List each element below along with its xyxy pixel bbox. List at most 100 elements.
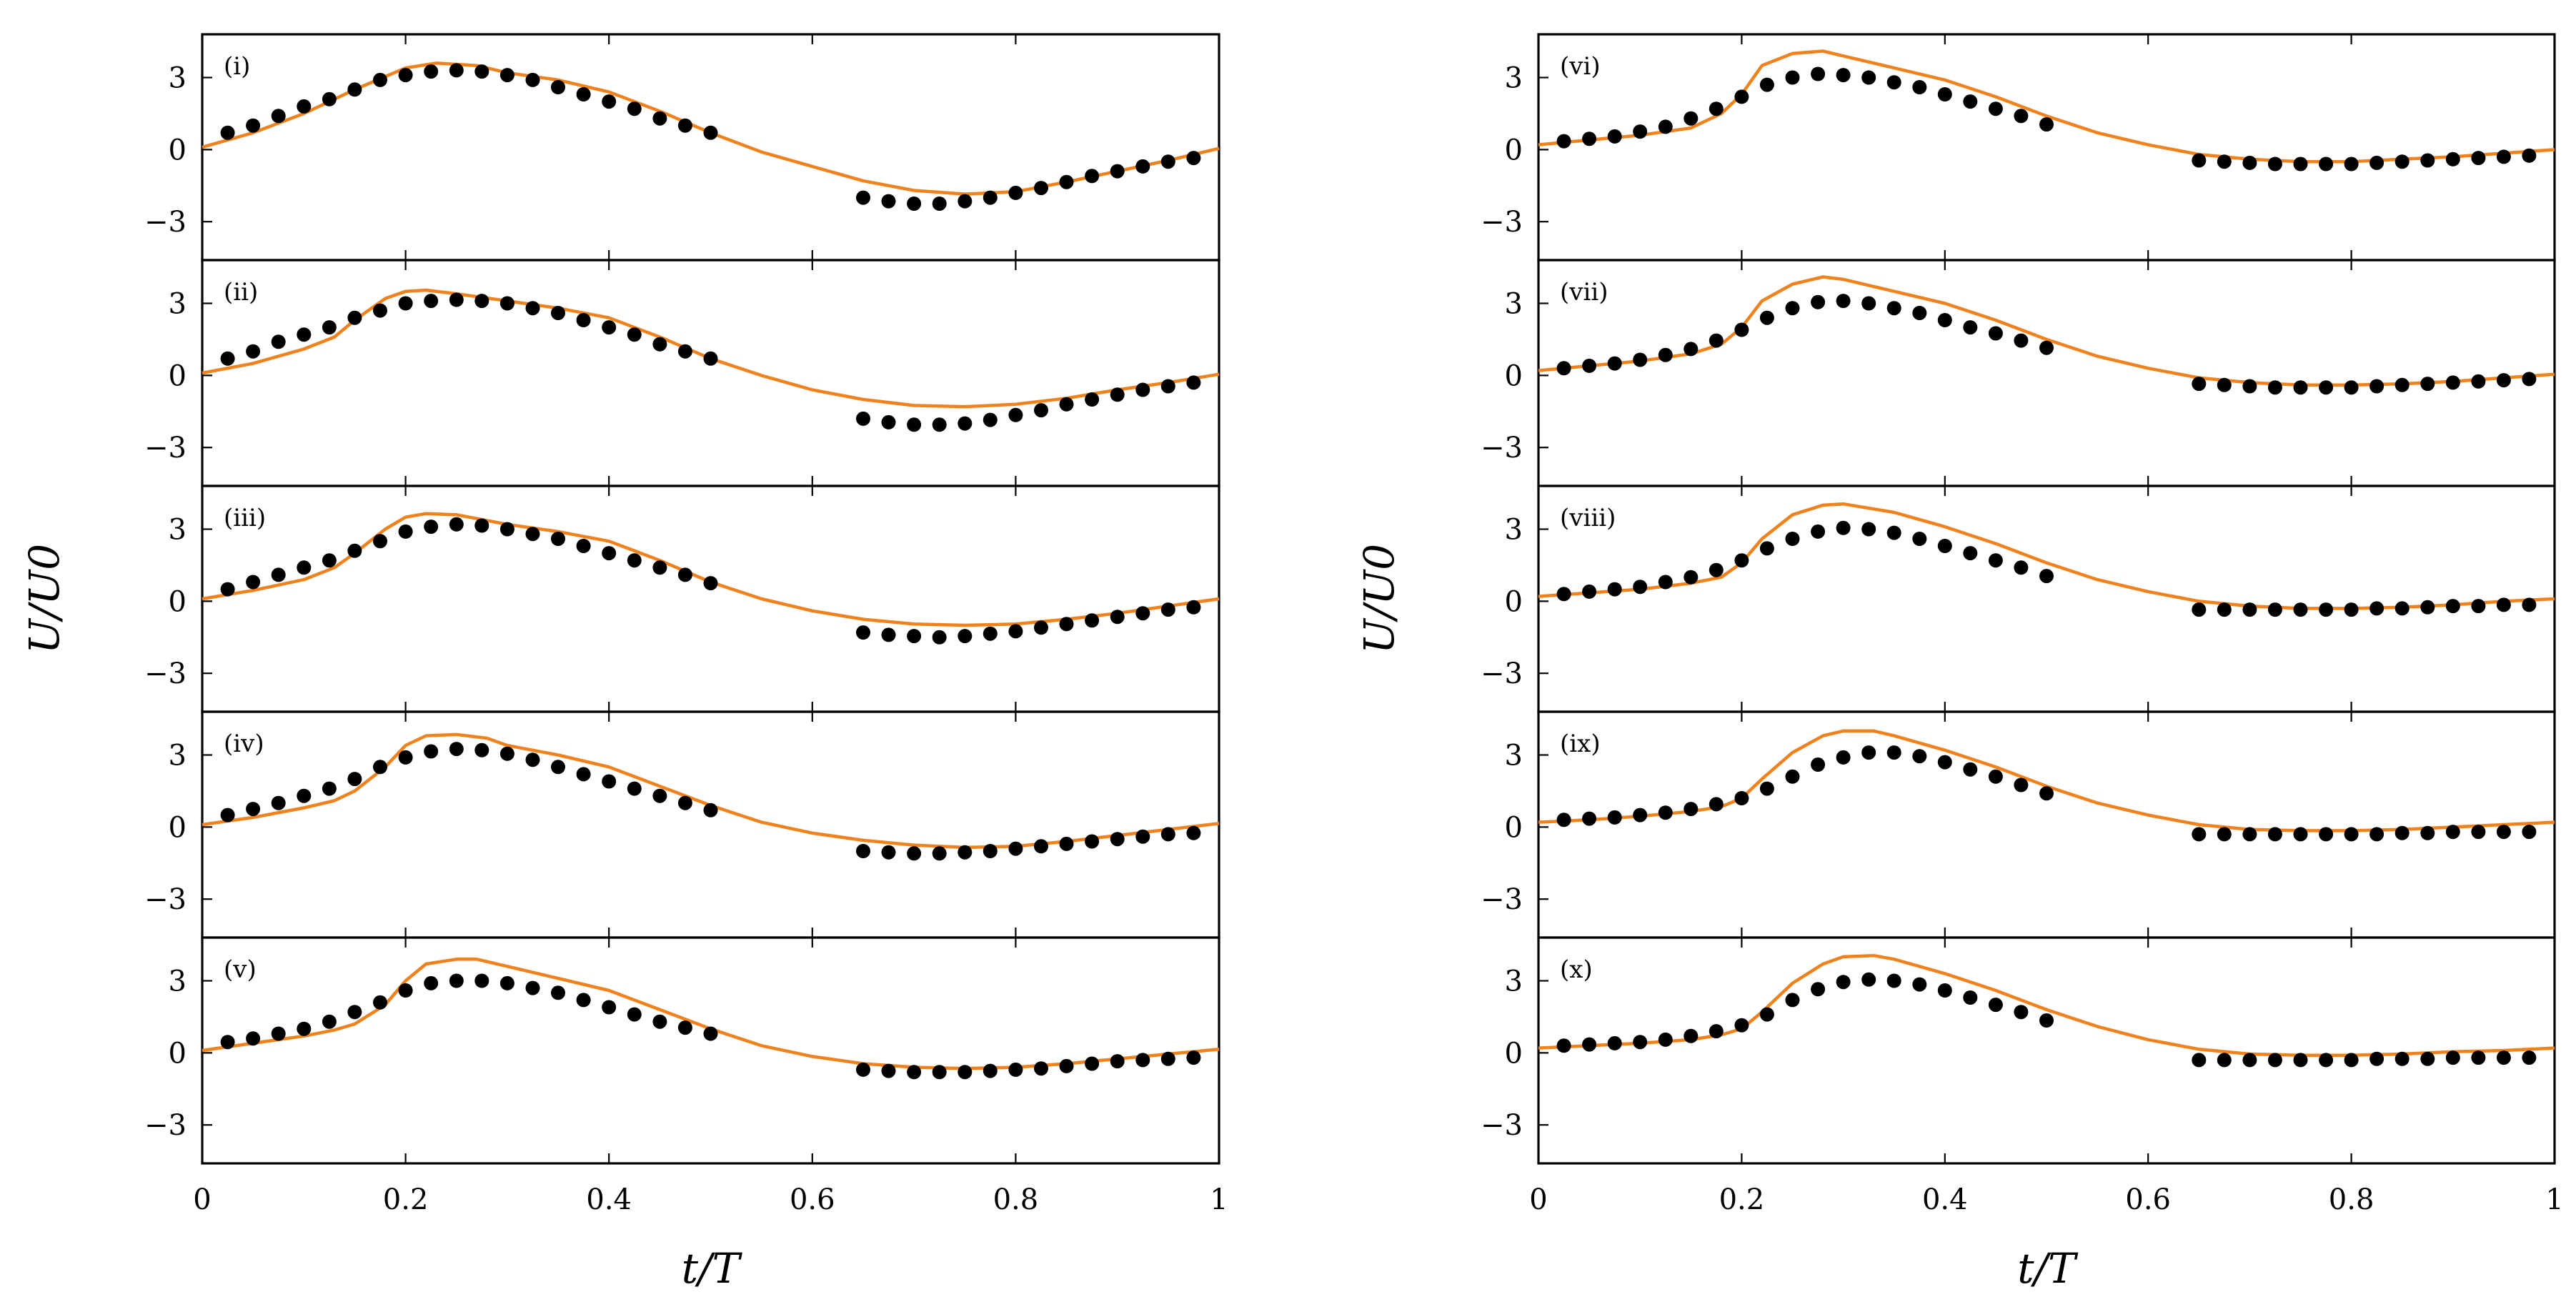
model-series-line [202,288,1220,409]
y-tick-label: 0 [1505,359,1523,392]
y-tick-label: 3 [1505,965,1523,998]
measured-point [246,1031,261,1046]
measured-point [1937,313,1952,327]
measured-point [246,344,261,359]
x-axis-label: t/T [2017,1244,2079,1293]
measured-point [677,1020,692,1035]
measured-point [652,560,667,575]
measured-point [2319,380,2334,395]
measured-point [347,772,362,787]
measured-point [1963,94,1978,109]
measured-point [1186,1050,1201,1065]
measured-point [1709,1024,1724,1039]
measured-point [1633,580,1648,595]
measured-point [474,294,489,309]
measured-point [2496,1050,2511,1065]
measured-point [1008,1062,1023,1077]
y-axis-label: U/U0 [20,544,69,654]
measured-point [1811,757,1826,772]
measured-point [907,1065,922,1080]
measured-point [220,1035,235,1050]
measured-point [703,576,718,591]
measured-point [551,306,565,320]
measured-point [1135,1053,1150,1068]
measured-point [1811,294,1826,309]
y-tick-label: 0 [169,134,187,167]
measured-point [1110,164,1125,179]
measured-point [907,629,922,644]
measured-point [2445,599,2460,614]
measured-point [2039,340,2054,355]
measured-point [551,985,565,1000]
measured-point [2039,117,2054,132]
measured-point [551,80,565,94]
measured-point [703,1026,718,1041]
measured-point [1658,119,1673,134]
y-tick-label: 0 [1505,1037,1523,1070]
measured-point [525,301,540,316]
measured-point [1582,131,1597,146]
measured-point [1110,387,1125,402]
panel-frame [1537,710,2556,939]
measured-point [2471,151,2486,166]
measured-point [576,767,591,782]
measured-point [2319,1053,2334,1068]
measured-point [2369,1051,2384,1066]
measured-point [602,320,617,335]
model-series-line [202,732,1220,850]
measured-point [652,111,667,126]
measured-point [1937,539,1952,553]
y-tick-label: −3 [1481,432,1523,464]
measured-point [2420,825,2435,840]
x-axis-label: t/T [682,1244,743,1293]
measured-point [1085,613,1100,628]
measured-point [2395,1051,2410,1066]
measured-point [602,774,617,789]
measured-point [1785,993,1800,1008]
panel-frame [201,710,1220,939]
panel-vi: −3 0 3 (vi) [1481,33,2556,262]
measured-point [1633,352,1648,367]
measured-point [220,351,235,366]
measured-point [1785,532,1800,546]
measured-point [1709,333,1724,348]
panel-label: (iv) [224,730,264,758]
panel-label: (v) [224,955,257,984]
measured-point [220,582,235,597]
measured-point [1008,185,1023,200]
measured-point [1861,522,1876,537]
panel-label: (ix) [1560,730,1601,758]
measured-point [2267,602,2282,617]
measured-point [2369,155,2384,170]
panel-ix: −3 0 3 (ix) [1481,710,2556,939]
measured-point [1160,379,1175,394]
measured-point [347,543,362,558]
measured-point [474,518,489,533]
measured-point [271,109,286,124]
measured-point [2014,1005,2029,1020]
panel-x: −3 0 3 (x) [1481,936,2556,1165]
y-tick-label: 3 [169,965,187,998]
measured-point [525,980,540,995]
measured-point [2242,827,2257,842]
measured-point [1633,124,1648,139]
measured-point [2522,372,2537,387]
measured-point [907,846,922,861]
y-tick-label: 0 [1505,134,1523,167]
measured-point [2471,825,2486,840]
x-tick-label: 0.2 [1719,1183,1765,1216]
measured-point [932,630,947,645]
measured-point [2319,156,2334,172]
measured-point [1886,75,1901,90]
measured-point [322,91,337,106]
measured-point [881,627,896,642]
measured-point [1607,356,1622,371]
y-tick-label: 3 [1505,740,1523,772]
measured-point [1658,575,1673,590]
measured-point [2344,827,2359,842]
panel-frame [1537,33,2556,262]
measured-point [1607,810,1622,825]
measured-point [983,626,998,641]
measured-point [1684,342,1699,357]
measured-point [2395,154,2410,169]
